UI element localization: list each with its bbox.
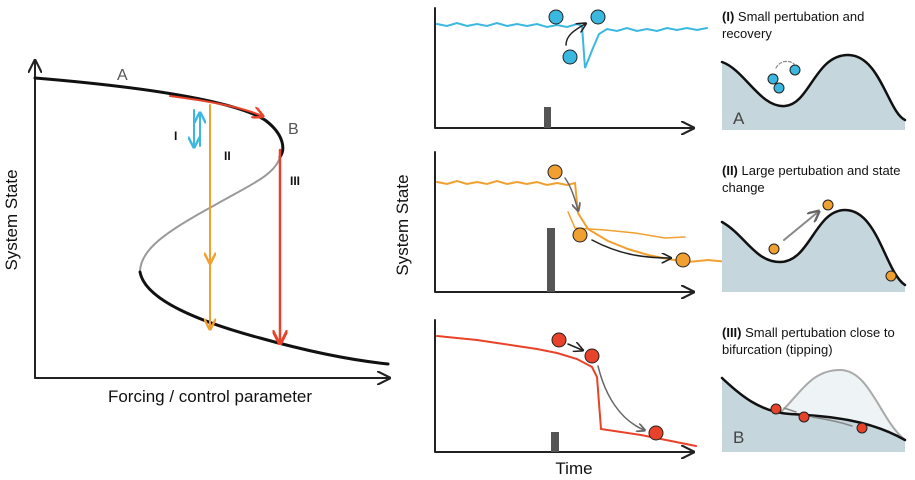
arrow bbox=[775, 60, 795, 69]
ball bbox=[551, 332, 567, 348]
ball bbox=[572, 227, 588, 243]
landscape-label: A bbox=[733, 109, 745, 128]
landscape bbox=[720, 376, 907, 442]
scenario-text: Small pertubation and recovery bbox=[722, 9, 865, 41]
upper-branch bbox=[33, 76, 285, 159]
ball bbox=[768, 243, 780, 255]
ball bbox=[547, 164, 563, 180]
ball bbox=[675, 252, 691, 268]
ball bbox=[885, 270, 897, 282]
perturbation-bar bbox=[551, 432, 559, 452]
scenario-number: (III) bbox=[722, 325, 742, 340]
axes bbox=[434, 7, 692, 128]
ball bbox=[856, 422, 868, 434]
arrow bbox=[783, 212, 818, 241]
series-line bbox=[567, 211, 686, 239]
axes bbox=[434, 151, 692, 292]
ball bbox=[648, 425, 664, 441]
ball bbox=[590, 9, 606, 25]
forcing-arrow bbox=[169, 95, 262, 116]
scenario-text: Small pertubation close to bifurcation (… bbox=[722, 325, 895, 357]
arrow bbox=[597, 365, 644, 430]
ball bbox=[770, 403, 782, 415]
lower-branch bbox=[138, 270, 390, 366]
x-axis-label: Forcing / control parameter bbox=[108, 387, 312, 406]
ball bbox=[798, 411, 810, 423]
arrow bbox=[564, 177, 578, 210]
ball bbox=[789, 64, 801, 76]
arrow bbox=[783, 407, 853, 427]
landscape bbox=[720, 208, 907, 287]
x-axis-label: Time bbox=[555, 459, 592, 478]
arrow bbox=[565, 24, 585, 46]
perturbation-bar bbox=[544, 107, 551, 128]
perturbation-label: II bbox=[224, 149, 231, 163]
landscape-label: B bbox=[733, 428, 744, 447]
branch-label: B bbox=[288, 121, 299, 138]
axes bbox=[434, 319, 692, 452]
ball bbox=[562, 49, 578, 65]
ball bbox=[548, 9, 564, 25]
landscape-fill bbox=[722, 55, 905, 130]
bifurcation-plot: System State Forcing / control parameter… bbox=[2, 62, 388, 406]
arrow bbox=[567, 344, 582, 350]
unstable-branch bbox=[139, 156, 281, 273]
perturbation-label: I bbox=[174, 129, 177, 143]
y-axis-label: System State bbox=[2, 169, 21, 270]
scenario-caption: (I) Small pertubation and recovery bbox=[722, 8, 912, 42]
landscapes: A B bbox=[720, 53, 907, 452]
scenario-number: (I) bbox=[722, 9, 735, 24]
scenario-caption: (II) Large pertubation and state change bbox=[722, 162, 912, 196]
y-axis-label: System State bbox=[393, 174, 412, 275]
scenario-number: (II) bbox=[722, 163, 738, 178]
ball bbox=[767, 73, 779, 85]
arrow bbox=[591, 239, 670, 258]
ball bbox=[773, 82, 785, 94]
scenario-text: Large pertubation and state change bbox=[722, 163, 901, 195]
scenario-caption: (III) Small pertubation close to bifurca… bbox=[722, 324, 912, 358]
series-line bbox=[436, 179, 744, 264]
perturbation-bar bbox=[547, 228, 555, 292]
landscape-fill bbox=[722, 210, 905, 292]
ball bbox=[822, 199, 834, 211]
branch-label: A bbox=[117, 67, 128, 84]
landscape-fill bbox=[722, 378, 905, 452]
time-series: System State Time bbox=[393, 7, 744, 478]
landscape bbox=[720, 53, 907, 122]
perturbation-label: III bbox=[290, 174, 300, 188]
ball bbox=[584, 348, 600, 364]
